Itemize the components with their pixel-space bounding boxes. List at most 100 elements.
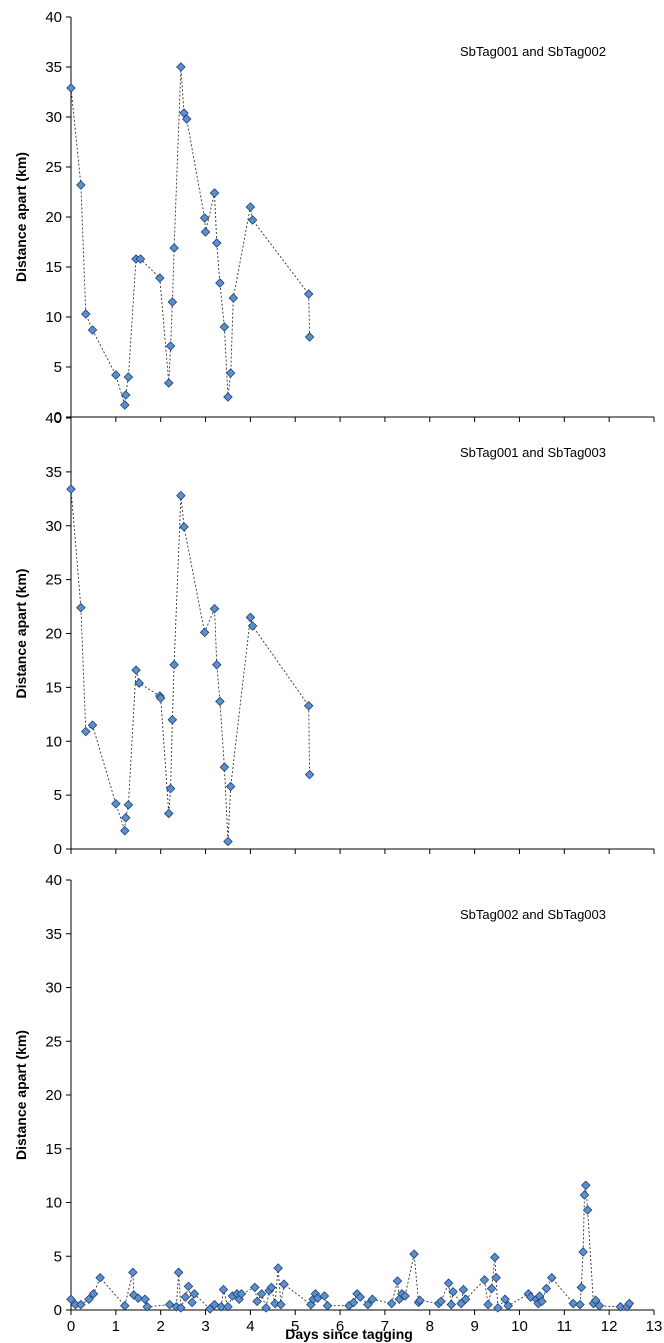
data-point: [123, 800, 134, 810]
data-point: [576, 1282, 587, 1293]
data-point: [256, 1289, 267, 1299]
data-point: [87, 325, 98, 335]
x-tick-label: 13: [646, 1318, 663, 1335]
data-point: [409, 1249, 419, 1259]
data-point: [66, 484, 76, 494]
data-point: [460, 1294, 471, 1305]
data-point: [415, 1295, 425, 1306]
data-point: [228, 293, 239, 303]
data-point: [400, 1291, 410, 1301]
x-tick-label: 1: [112, 1318, 120, 1335]
x-tick-label: 4: [246, 1318, 254, 1335]
panel-label: SbTag002 and SbTag003: [460, 907, 606, 922]
data-point: [500, 1294, 510, 1305]
data-point: [120, 825, 130, 836]
y-tick-label: 10: [45, 733, 62, 750]
data-point: [215, 696, 225, 707]
data-point: [581, 1180, 591, 1191]
data-point: [181, 114, 192, 124]
data-point: [173, 1267, 184, 1278]
data-point: [169, 243, 179, 253]
y-tick-label: 20: [45, 626, 62, 643]
data-point: [140, 1294, 150, 1305]
y-tick-label: 0: [54, 1302, 62, 1319]
panel-label: SbTag001 and SbTag002: [460, 44, 606, 59]
series-line: [70, 66, 311, 406]
y-tick-label: 30: [45, 980, 62, 997]
y-tick-label: 0: [54, 841, 62, 858]
y-tick-label: 35: [45, 59, 62, 76]
data-point: [594, 1300, 605, 1311]
data-point: [493, 1303, 503, 1313]
data-point: [503, 1300, 514, 1311]
data-point: [155, 273, 165, 283]
data-point: [225, 781, 236, 792]
x-tick-label: 0: [67, 1318, 75, 1335]
data-point: [176, 490, 186, 501]
y-tick-label: 25: [45, 159, 62, 176]
data-point: [211, 659, 222, 670]
data-point: [200, 227, 211, 237]
data-point: [303, 700, 314, 711]
data-point: [250, 1282, 260, 1293]
data-point: [187, 1297, 197, 1308]
data-point: [546, 1272, 557, 1283]
data-point: [180, 1292, 191, 1302]
data-point: [81, 309, 91, 319]
data-point: [167, 714, 178, 725]
data-point: [165, 341, 176, 351]
chart-panel: 0 5 10 15 20 25 30 35 40 Distance apart (km) SbTag…: [13, 9, 655, 426]
data-point: [179, 522, 189, 532]
data-point: [169, 659, 179, 670]
data-point: [176, 62, 186, 72]
data-point: [223, 392, 233, 402]
data-point: [111, 370, 121, 380]
data-point: [209, 1299, 220, 1310]
data-point: [252, 1296, 262, 1307]
data-point: [123, 372, 134, 382]
data-point: [575, 1299, 585, 1310]
data-point: [261, 1303, 271, 1313]
data-point: [120, 390, 131, 400]
data-point: [615, 1302, 626, 1312]
x-tick-label: 9: [470, 1318, 478, 1335]
data-point: [218, 1284, 229, 1295]
data-point: [578, 1247, 588, 1257]
x-tick-label: 3: [201, 1318, 209, 1335]
data-point: [223, 1302, 233, 1312]
y-axis-title: Distance apart (km): [13, 569, 29, 699]
x-tick-label: 5: [291, 1318, 299, 1335]
data-point: [537, 1296, 547, 1307]
data-point: [129, 1290, 139, 1300]
data-point: [88, 1289, 99, 1299]
data-point: [209, 603, 220, 614]
chart-panel: 0 5 10 15 20 25 30 35 40 Distance apart (km) SbTag…: [13, 410, 655, 858]
data-point: [155, 693, 166, 703]
data-point: [363, 1299, 373, 1310]
data-point: [541, 1283, 552, 1294]
data-point: [135, 254, 146, 264]
data-point: [386, 1298, 397, 1309]
x-tick-label: 2: [157, 1318, 165, 1335]
y-tick-label: 25: [45, 572, 62, 589]
y-tick-label: 40: [45, 872, 62, 889]
data-point: [167, 297, 178, 307]
data-point: [219, 322, 230, 332]
x-tick-label: 6: [336, 1318, 344, 1335]
data-point: [133, 1293, 144, 1303]
y-tick-label: 20: [45, 209, 62, 226]
y-tick-label: 30: [45, 109, 62, 126]
y-tick-label: 0: [54, 409, 62, 426]
data-point: [199, 627, 210, 638]
data-point: [209, 188, 220, 198]
data-point: [582, 1205, 593, 1215]
data-point: [448, 1286, 458, 1297]
y-tick-label: 10: [45, 1195, 62, 1212]
data-point: [486, 1283, 497, 1294]
data-point: [81, 726, 91, 737]
data-point: [66, 83, 76, 93]
data-point: [304, 769, 315, 780]
y-tick-label: 25: [45, 1033, 62, 1050]
x-tick-label: 11: [557, 1318, 573, 1335]
